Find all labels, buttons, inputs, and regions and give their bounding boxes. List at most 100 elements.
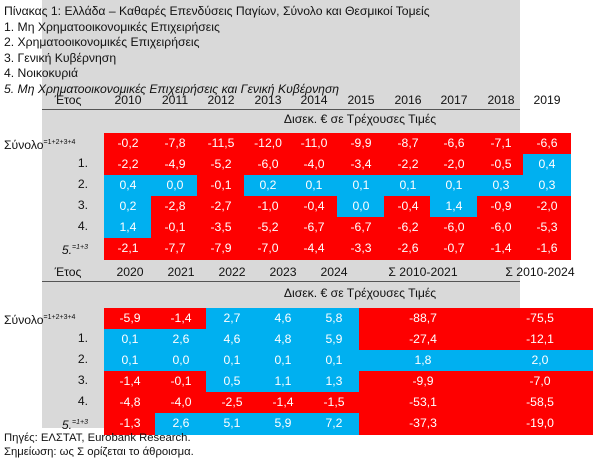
t1-year-label: Έτος — [54, 93, 82, 107]
t1-cell-3-6: -0,4 — [384, 196, 432, 218]
t1-row-label-0: Σύνολο=1+2+3+4 — [4, 138, 76, 153]
t1-row-sup-5: =1+3 — [72, 244, 88, 251]
t2-row-label-0: Σύνολο=1+2+3+4 — [4, 313, 76, 328]
t1-cell-1-5: -3,4 — [337, 154, 385, 176]
t1-cell-0-9: -6,6 — [523, 133, 571, 155]
t2-cell-0-0: -5,9 — [104, 308, 156, 330]
t1-cell-5-1: -7,7 — [151, 238, 199, 260]
t1-row-label-5: 5.=1+3 — [61, 243, 88, 258]
t2-year-2: 2022 — [218, 265, 246, 279]
t2-cell-1-2: 4,6 — [206, 329, 258, 351]
t1-cell-5-5: -3,3 — [337, 238, 385, 260]
t2-cell-0-6: -75,5 — [487, 308, 593, 330]
t1-year-4: 2014 — [300, 93, 328, 107]
t1-cell-2-0: 0,4 — [104, 175, 152, 197]
t2-cell-3-1: -0,1 — [155, 371, 207, 393]
t1-row-sup-0: =1+2+3+4 — [43, 139, 76, 146]
t1-year-3: 2013 — [254, 93, 282, 107]
t1-cell-2-1: 0,0 — [151, 175, 199, 197]
t2-cell-0-2: 2,7 — [206, 308, 258, 330]
t2-cell-4-3: -1,4 — [257, 392, 309, 414]
t2-row-label-1: 1. — [77, 331, 88, 345]
t1-row-label-3: 3. — [77, 198, 88, 212]
t1-cell-1-2: -5,2 — [197, 154, 245, 176]
t1-cell-5-2: -7,9 — [197, 238, 245, 260]
t2-cell-3-0: -1,4 — [104, 371, 156, 393]
t2-cell-4-5: -53,1 — [359, 392, 487, 414]
t1-cell-3-7: 1,4 — [430, 196, 478, 218]
t1-year-1: 2011 — [161, 93, 189, 107]
t1-cell-1-1: -4,9 — [151, 154, 199, 176]
t1-cell-0-6: -8,7 — [384, 133, 432, 155]
t1-cell-4-4: -6,7 — [290, 217, 338, 239]
t2-cell-0-1: -1,4 — [155, 308, 207, 330]
t1-header-rule — [42, 109, 520, 110]
t1-cell-1-9: 0,4 — [523, 154, 571, 176]
t1-cell-3-2: -2,7 — [197, 196, 245, 218]
t1-cell-0-2: -11,5 — [197, 133, 245, 155]
t1-year-8: 2018 — [487, 93, 515, 107]
t1-cell-5-0: -2,1 — [104, 238, 152, 260]
t2-cell-0-5: -88,7 — [359, 308, 487, 330]
t1-cell-4-9: -5,3 — [523, 217, 571, 239]
t2-cell-1-0: 0,1 — [104, 329, 156, 351]
legend-line-2: 2. Χρηματοοικονομικές Επιχειρήσεις — [4, 35, 200, 49]
t2-cell-2-0: 0,1 — [104, 350, 156, 372]
t2-row-sup-5: =1+3 — [72, 419, 88, 426]
source-note: Πηγές: ΕΛΣΤΑΤ, Eurobank Research. Σημείω… — [4, 431, 194, 459]
t2-cell-3-2: 0,5 — [206, 371, 258, 393]
t2-row-label-5: 5.=1+3 — [61, 418, 88, 433]
t1-row-label-4: 4. — [77, 219, 88, 233]
t2-cell-2-2: 0,1 — [206, 350, 258, 372]
table-title: Πίνακας 1: Ελλάδα – Καθαρές Επενδύσεις Π… — [4, 4, 430, 18]
t1-cell-3-4: -0,4 — [290, 196, 338, 218]
t1-cell-2-6: 0,1 — [384, 175, 432, 197]
t1-year-6: 2016 — [394, 93, 422, 107]
t1-cell-1-4: -4,0 — [290, 154, 338, 176]
t1-cell-1-3: -6,0 — [244, 154, 292, 176]
t2-cell-4-0: -4,8 — [104, 392, 156, 414]
t1-cell-2-5: 0,1 — [337, 175, 385, 197]
t1-cell-0-1: -7,8 — [151, 133, 199, 155]
t1-cell-5-4: -4,4 — [290, 238, 338, 260]
note-line: Σημείωση: ως Σ ορίζεται το άθροισμα. — [4, 446, 194, 458]
t1-cell-2-7: 0,1 — [430, 175, 478, 197]
t2-year-5: Σ 2010-2021 — [388, 265, 458, 279]
t1-cell-5-6: -2,6 — [384, 238, 432, 260]
legend-line-5: 5. Μη Χρηματοοικονομικές Επιχειρήσεις κα… — [4, 81, 340, 96]
t1-cell-5-3: -7,0 — [244, 238, 292, 260]
t1-cell-4-1: -0,1 — [151, 217, 199, 239]
t1-cell-4-2: -3,5 — [197, 217, 245, 239]
t1-cell-1-7: -2,0 — [430, 154, 478, 176]
t1-cell-4-0: 1,4 — [104, 217, 152, 239]
t2-cell-3-5: -9,9 — [359, 371, 487, 393]
t1-cell-2-2: -0,1 — [197, 175, 245, 197]
t2-cell-1-4: 5,9 — [308, 329, 360, 351]
t1-year-9: 2019 — [533, 93, 561, 107]
t2-cell-3-6: -7,0 — [487, 371, 593, 393]
t1-cell-5-7: -0,7 — [430, 238, 478, 260]
t1-year-7: 2017 — [440, 93, 468, 107]
t2-cell-4-6: -58,5 — [487, 392, 593, 414]
t1-cell-5-9: -1,6 — [523, 238, 571, 260]
t2-cell-1-5: -27,4 — [359, 329, 487, 351]
t1-cell-5-8: -1,4 — [477, 238, 525, 260]
t1-cell-1-6: -2,2 — [384, 154, 432, 176]
t1-cell-1-8: -0,5 — [477, 154, 525, 176]
t1-row-label-2: 2. — [77, 177, 88, 191]
t2-cell-5-0: -1,3 — [104, 413, 156, 435]
t1-cell-3-8: -0,9 — [477, 196, 525, 218]
t1-unit-label: Δισεκ. € σε Τρέχουσες Τιμές — [283, 112, 437, 126]
t2-year-3: 2023 — [269, 265, 297, 279]
legend-line-3: 3. Γενική Κυβέρνηση — [4, 50, 117, 65]
t2-cell-2-3: 0,1 — [257, 350, 309, 372]
t1-year-2: 2012 — [207, 93, 235, 107]
t2-year-1: 2021 — [167, 265, 195, 279]
t2-cell-5-6: -19,0 — [487, 413, 593, 435]
legend-line-4: 4. Νοικοκυριά — [4, 66, 79, 80]
t2-unit-label: Δισεκ. € σε Τρέχουσες Τιμές — [283, 286, 437, 300]
t2-cell-5-1: 2,6 — [155, 413, 207, 435]
t1-cell-2-8: 0,3 — [477, 175, 525, 197]
legend-line-1: 1. Μη Χρηματοοικονομικές Επιχειρήσεις — [4, 19, 220, 34]
t1-cell-0-5: -9,9 — [337, 133, 385, 155]
